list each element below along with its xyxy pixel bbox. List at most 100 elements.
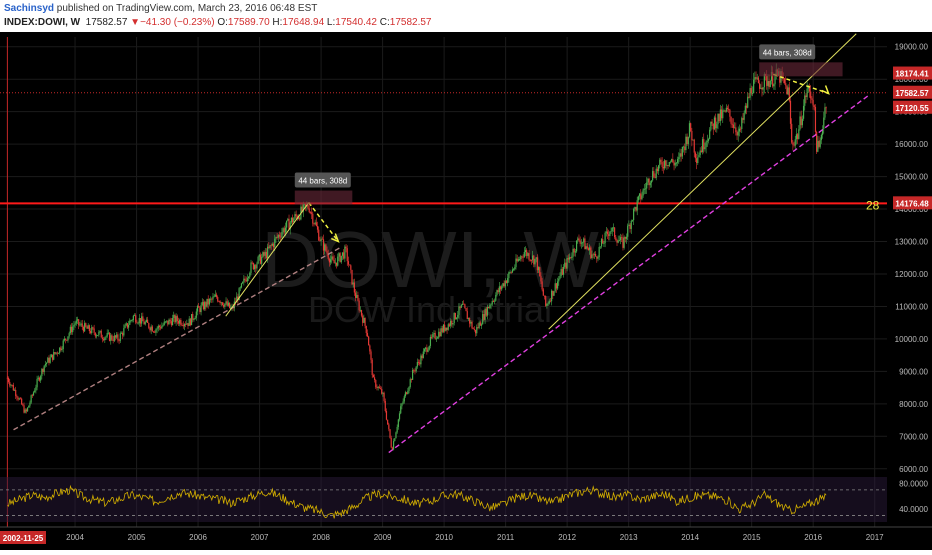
candle-body (350, 265, 352, 270)
chart-area[interactable]: DOWI, W DOW Industrial 44 bars, 308d 44 b… (0, 32, 932, 550)
candle-body (532, 255, 534, 261)
candle-body (70, 326, 73, 333)
candle-body (567, 258, 569, 260)
candle-body (36, 378, 38, 388)
candle-body (596, 256, 598, 259)
measure-tools[interactable]: 44 bars, 308d 44 bars, 308d 28 (294, 44, 880, 243)
candle-body (787, 87, 789, 95)
candle-body (555, 283, 557, 289)
trendlines[interactable] (13, 33, 869, 454)
candle-body (824, 107, 826, 118)
candle-body (571, 256, 573, 258)
candle-body (497, 290, 499, 293)
low-label: L: (326, 17, 336, 28)
candle-body (767, 81, 769, 86)
candle-body (433, 333, 435, 335)
candle-body (783, 78, 786, 84)
candle-body (663, 160, 666, 169)
candle-body (388, 424, 390, 430)
candle-body (431, 336, 433, 338)
candle-body (616, 239, 618, 243)
candle-body (257, 256, 259, 264)
candle-body (820, 134, 822, 141)
time-axis[interactable]: 2004 2005 2006 2007 2008 2009 2010 2011 2012 2013… (0, 526, 932, 544)
price-marker-box (893, 196, 932, 210)
candle-body (622, 238, 624, 248)
candle-body (491, 301, 493, 305)
candle-body (766, 75, 768, 86)
candle-body (10, 384, 12, 386)
candle-body (451, 320, 453, 325)
rsi-tick-label: 80.0000 (899, 479, 928, 488)
candle-body (21, 398, 23, 405)
candle-body (97, 335, 99, 336)
candle-body (805, 95, 807, 98)
candle-body (556, 281, 559, 289)
candle-body (103, 338, 105, 341)
price-marker-label: 17120.55 (895, 104, 929, 113)
candle-body (268, 246, 270, 248)
candle-body (272, 243, 275, 248)
candle-body (457, 314, 459, 318)
candle-body (85, 323, 87, 327)
candle-body (749, 88, 751, 98)
candle-body (259, 254, 262, 264)
candle-body (741, 118, 743, 129)
candle-body (554, 283, 556, 292)
author-link[interactable]: Sachinsyd (4, 3, 55, 14)
candle-body (384, 401, 386, 412)
candle-body (414, 370, 416, 372)
candle-body (155, 329, 157, 333)
candle-body (280, 236, 282, 238)
candle-body (68, 333, 70, 337)
candle-body (201, 302, 203, 305)
symbol-label[interactable]: INDEX:DOWI, W (4, 17, 81, 28)
candle-body (277, 235, 279, 238)
candle-body (580, 242, 582, 244)
candle-body (427, 349, 429, 352)
measure-2007-arrow (331, 233, 340, 243)
candle-body (804, 95, 806, 106)
candle-body (643, 188, 645, 190)
candle-body (373, 377, 376, 381)
candle-body (214, 294, 216, 297)
candle-body (162, 324, 164, 326)
candle-body (335, 262, 338, 266)
candle-body (440, 328, 442, 337)
candle-body (604, 232, 606, 244)
candle-body (522, 257, 524, 258)
candle-body (444, 324, 446, 331)
candle-body (276, 237, 278, 238)
candle-body (718, 113, 720, 122)
candle-body (252, 263, 254, 270)
candle-body (810, 91, 812, 99)
measure-2007-range (294, 190, 353, 205)
price-marker-label: 14176.48 (895, 199, 929, 208)
candle-body (38, 377, 41, 381)
candle-body (667, 165, 669, 166)
candle-body (299, 217, 301, 220)
candle-body (66, 339, 68, 341)
candle-body (245, 279, 247, 282)
candle-body (106, 333, 108, 337)
candle-body (389, 429, 391, 438)
candle-body (439, 331, 441, 337)
candle-body (256, 263, 258, 269)
candle-body (795, 134, 798, 140)
candle-body (673, 162, 675, 166)
price-axis[interactable]: 6000.00 7000.00 8000.00 9000.00 10000.00 1100… (893, 43, 932, 474)
time-marker-box (0, 531, 46, 544)
candle-body (661, 162, 663, 167)
last-price: 17582.57 (85, 17, 128, 28)
candle-body (486, 306, 489, 316)
price-tick-label: 13000.00 (895, 238, 929, 247)
watermark-name: DOW Industrial (308, 289, 552, 330)
candle-body (307, 205, 309, 209)
candle-body (6, 377, 8, 379)
candle-body (585, 246, 587, 250)
candle-body (662, 166, 664, 169)
candle-body (560, 268, 562, 277)
candle-body (812, 99, 814, 106)
candle-body (546, 303, 548, 306)
